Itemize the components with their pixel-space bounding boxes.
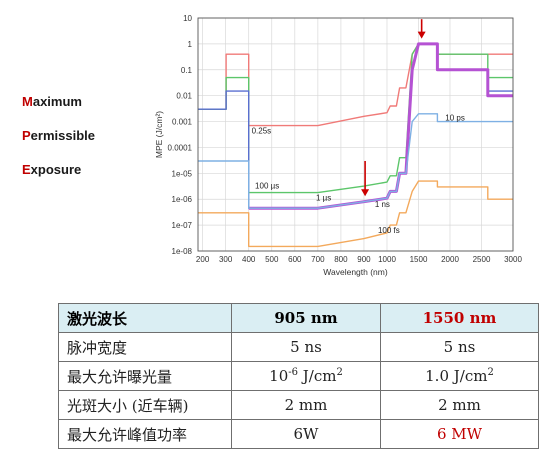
value-unit: 1.0 J/cm [425, 367, 488, 385]
cell-1550: 1.0 J/cm2 [380, 361, 539, 391]
arrow-head [361, 189, 370, 197]
row-label: 光斑大小 (近车辆) [58, 390, 232, 420]
x-tick-label: 200 [196, 255, 210, 264]
unit-exponent: 2 [336, 367, 343, 378]
y-axis-label: MPE (J/cm²) [154, 111, 164, 158]
table-row: 脉冲宽度 5 ns 5 ns [58, 332, 539, 362]
table-row: 光斑大小 (近车辆) 2 mm 2 mm [58, 390, 539, 420]
cell-1550: 6 MW [380, 419, 539, 449]
y-tick-label: 1e-05 [172, 169, 193, 178]
side-label-exposure: Exposure [22, 160, 152, 194]
table-row: 最大允许曝光量 10-6 J/cm2 1.0 J/cm2 [58, 361, 539, 391]
label-rest: aximum [32, 94, 82, 109]
label-rest: ermissible [30, 128, 95, 143]
cell-1550: 2 mm [380, 390, 539, 420]
value-exponent: -6 [288, 367, 298, 378]
cell-1550: 5 ns [380, 332, 539, 362]
y-tick-label: 1 [188, 40, 193, 49]
row-label: 脉冲宽度 [58, 332, 232, 362]
initial-letter: M [22, 94, 33, 109]
row-label: 最大允许峰值功率 [58, 419, 232, 449]
chart-ticks: 200 300 400 500 600 700 800 900 1000 1500 2000 2500… [168, 14, 523, 264]
y-tick-label: 1e-07 [172, 221, 193, 230]
y-tick-label: 10 [183, 14, 192, 23]
chart-frame [197, 17, 514, 252]
row-label: 最大允许曝光量 [58, 361, 232, 391]
header-label: 激光波长 [58, 303, 232, 333]
side-label-permissible: Permissible [22, 126, 152, 160]
plot-frame [197, 17, 514, 252]
curve-label: 1 ns [375, 200, 390, 209]
chart-series [198, 42, 513, 248]
arrow-head [417, 31, 426, 39]
value-base: 10 [269, 367, 289, 385]
plot-background [198, 18, 513, 251]
y-tick-label: 1e-08 [172, 247, 193, 256]
y-tick-label: 0.0001 [168, 143, 193, 152]
cell-905: 6W [231, 419, 381, 449]
side-labels: Maximum Permissible Exposure [22, 92, 152, 194]
y-tick-label: 0.001 [172, 118, 193, 127]
y-tick-label: 0.01 [176, 92, 192, 101]
x-tick-label: 2500 [473, 255, 491, 264]
x-tick-label: 1500 [410, 255, 428, 264]
y-tick-label: 0.1 [181, 66, 193, 75]
x-tick-label: 300 [219, 255, 233, 264]
table-header-row: 激光波长 905 nm 1550 nm [58, 303, 539, 333]
table-row: 最大允许峰值功率 6W 6 MW [58, 419, 539, 449]
cell-905: 2 mm [231, 390, 381, 420]
initial-letter: P [22, 128, 31, 143]
x-tick-label: 500 [265, 255, 279, 264]
mpe-chart: 200 300 400 500 600 700 800 900 1000 1500 2000 2500… [154, 14, 523, 277]
chart-annotations: 0.25s 100 µs 1 µs 1 ns 10 ps 100 fs [252, 19, 465, 235]
unit-exponent: 2 [487, 367, 494, 378]
x-tick-label: 700 [311, 255, 325, 264]
value-unit: J/cm [298, 367, 337, 385]
x-tick-label: 2000 [441, 255, 459, 264]
initial-letter: E [22, 162, 31, 177]
curve-label: 1 µs [316, 193, 331, 202]
x-tick-label: 800 [334, 255, 348, 264]
x-tick-label: 3000 [504, 255, 522, 264]
curve-label: 100 µs [255, 181, 279, 190]
chart-grid [198, 17, 514, 252]
cell-905: 10-6 J/cm2 [231, 361, 381, 391]
curve-label: 0.25s [252, 126, 272, 135]
x-tick-label: 1000 [378, 255, 396, 264]
side-label-maximum: Maximum [22, 92, 152, 126]
header-1550: 1550 nm [380, 303, 539, 333]
laser-comparison-table: 激光波长 905 nm 1550 nm 脉冲宽度 5 ns 5 ns 最大允许曝… [58, 303, 539, 449]
cell-905: 5 ns [231, 332, 381, 362]
label-rest: xposure [30, 162, 82, 177]
curve-label: 100 fs [378, 226, 400, 235]
curve-label: 10 ps [445, 113, 465, 122]
y-tick-label: 1e-06 [172, 195, 193, 204]
series-line [198, 113, 513, 209]
x-tick-label: 400 [242, 255, 256, 264]
x-tick-label: 900 [357, 255, 371, 264]
header-905: 905 nm [231, 303, 381, 333]
series-line [198, 180, 513, 248]
x-tick-label: 600 [288, 255, 302, 264]
x-axis-label: Wavelength (nm) [323, 267, 388, 277]
